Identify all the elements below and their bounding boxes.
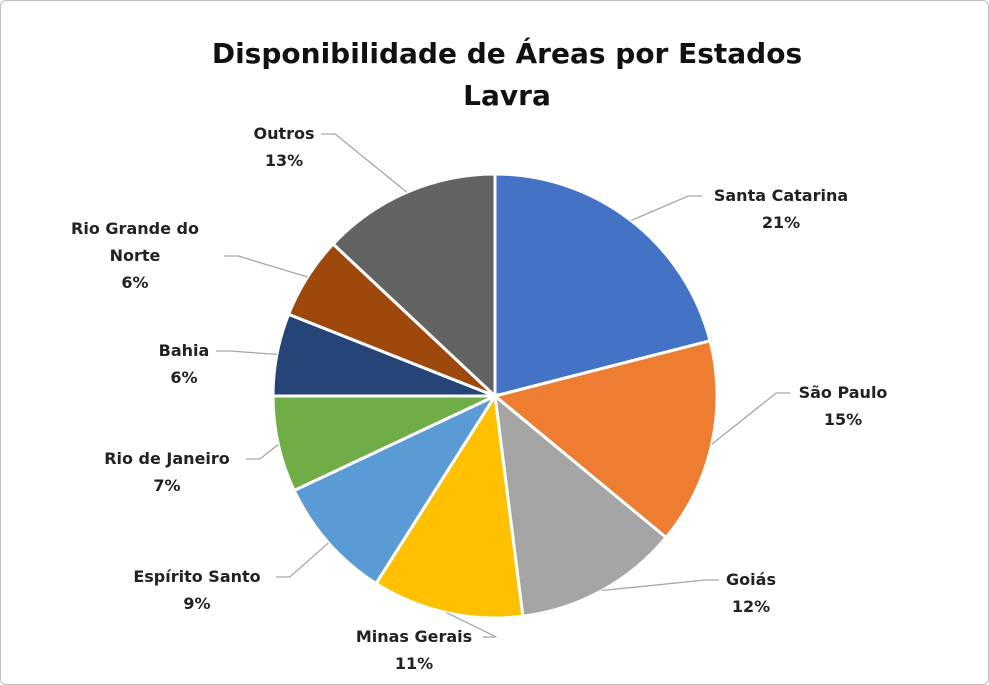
value-label: 6% [170,368,197,387]
chart-title: Disponibilidade de Áreas por Estados [212,36,802,70]
slice-label: Santa Catarina [714,186,848,205]
leader-line [275,542,329,578]
value-label: 15% [824,410,862,429]
slice-label: Rio Grande do Norte [71,219,199,265]
value-label: 11% [395,654,433,673]
pie-slice [331,172,497,400]
slice-label: Bahia [159,341,210,360]
slice-label: Espírito Santo [133,567,260,586]
slice-label: Outros [253,124,314,143]
value-label: 13% [265,151,303,170]
value-label: 7% [153,476,180,495]
slice-label: Goiás [726,570,776,589]
value-label: 9% [183,594,210,613]
pie-slice [493,172,712,398]
chart-subtitle: Lavra [463,79,551,112]
leader-line [245,443,279,460]
slice-label: Rio de Janeiro [104,449,230,468]
leader-line [711,392,791,445]
leader-line [630,195,703,222]
leader-line [601,579,719,592]
value-label: 6% [121,273,148,292]
leader-line [446,612,497,638]
pie-slice [373,391,525,620]
leader-line [216,350,277,356]
value-label: 21% [762,213,800,232]
value-label: 12% [732,597,770,616]
leader-line [321,133,408,193]
pie-slice [491,338,719,540]
slice-label: São Paulo [799,383,888,402]
leader-line [224,255,308,278]
slice-label: Minas Gerais [356,627,472,646]
pie-slice [292,392,500,586]
